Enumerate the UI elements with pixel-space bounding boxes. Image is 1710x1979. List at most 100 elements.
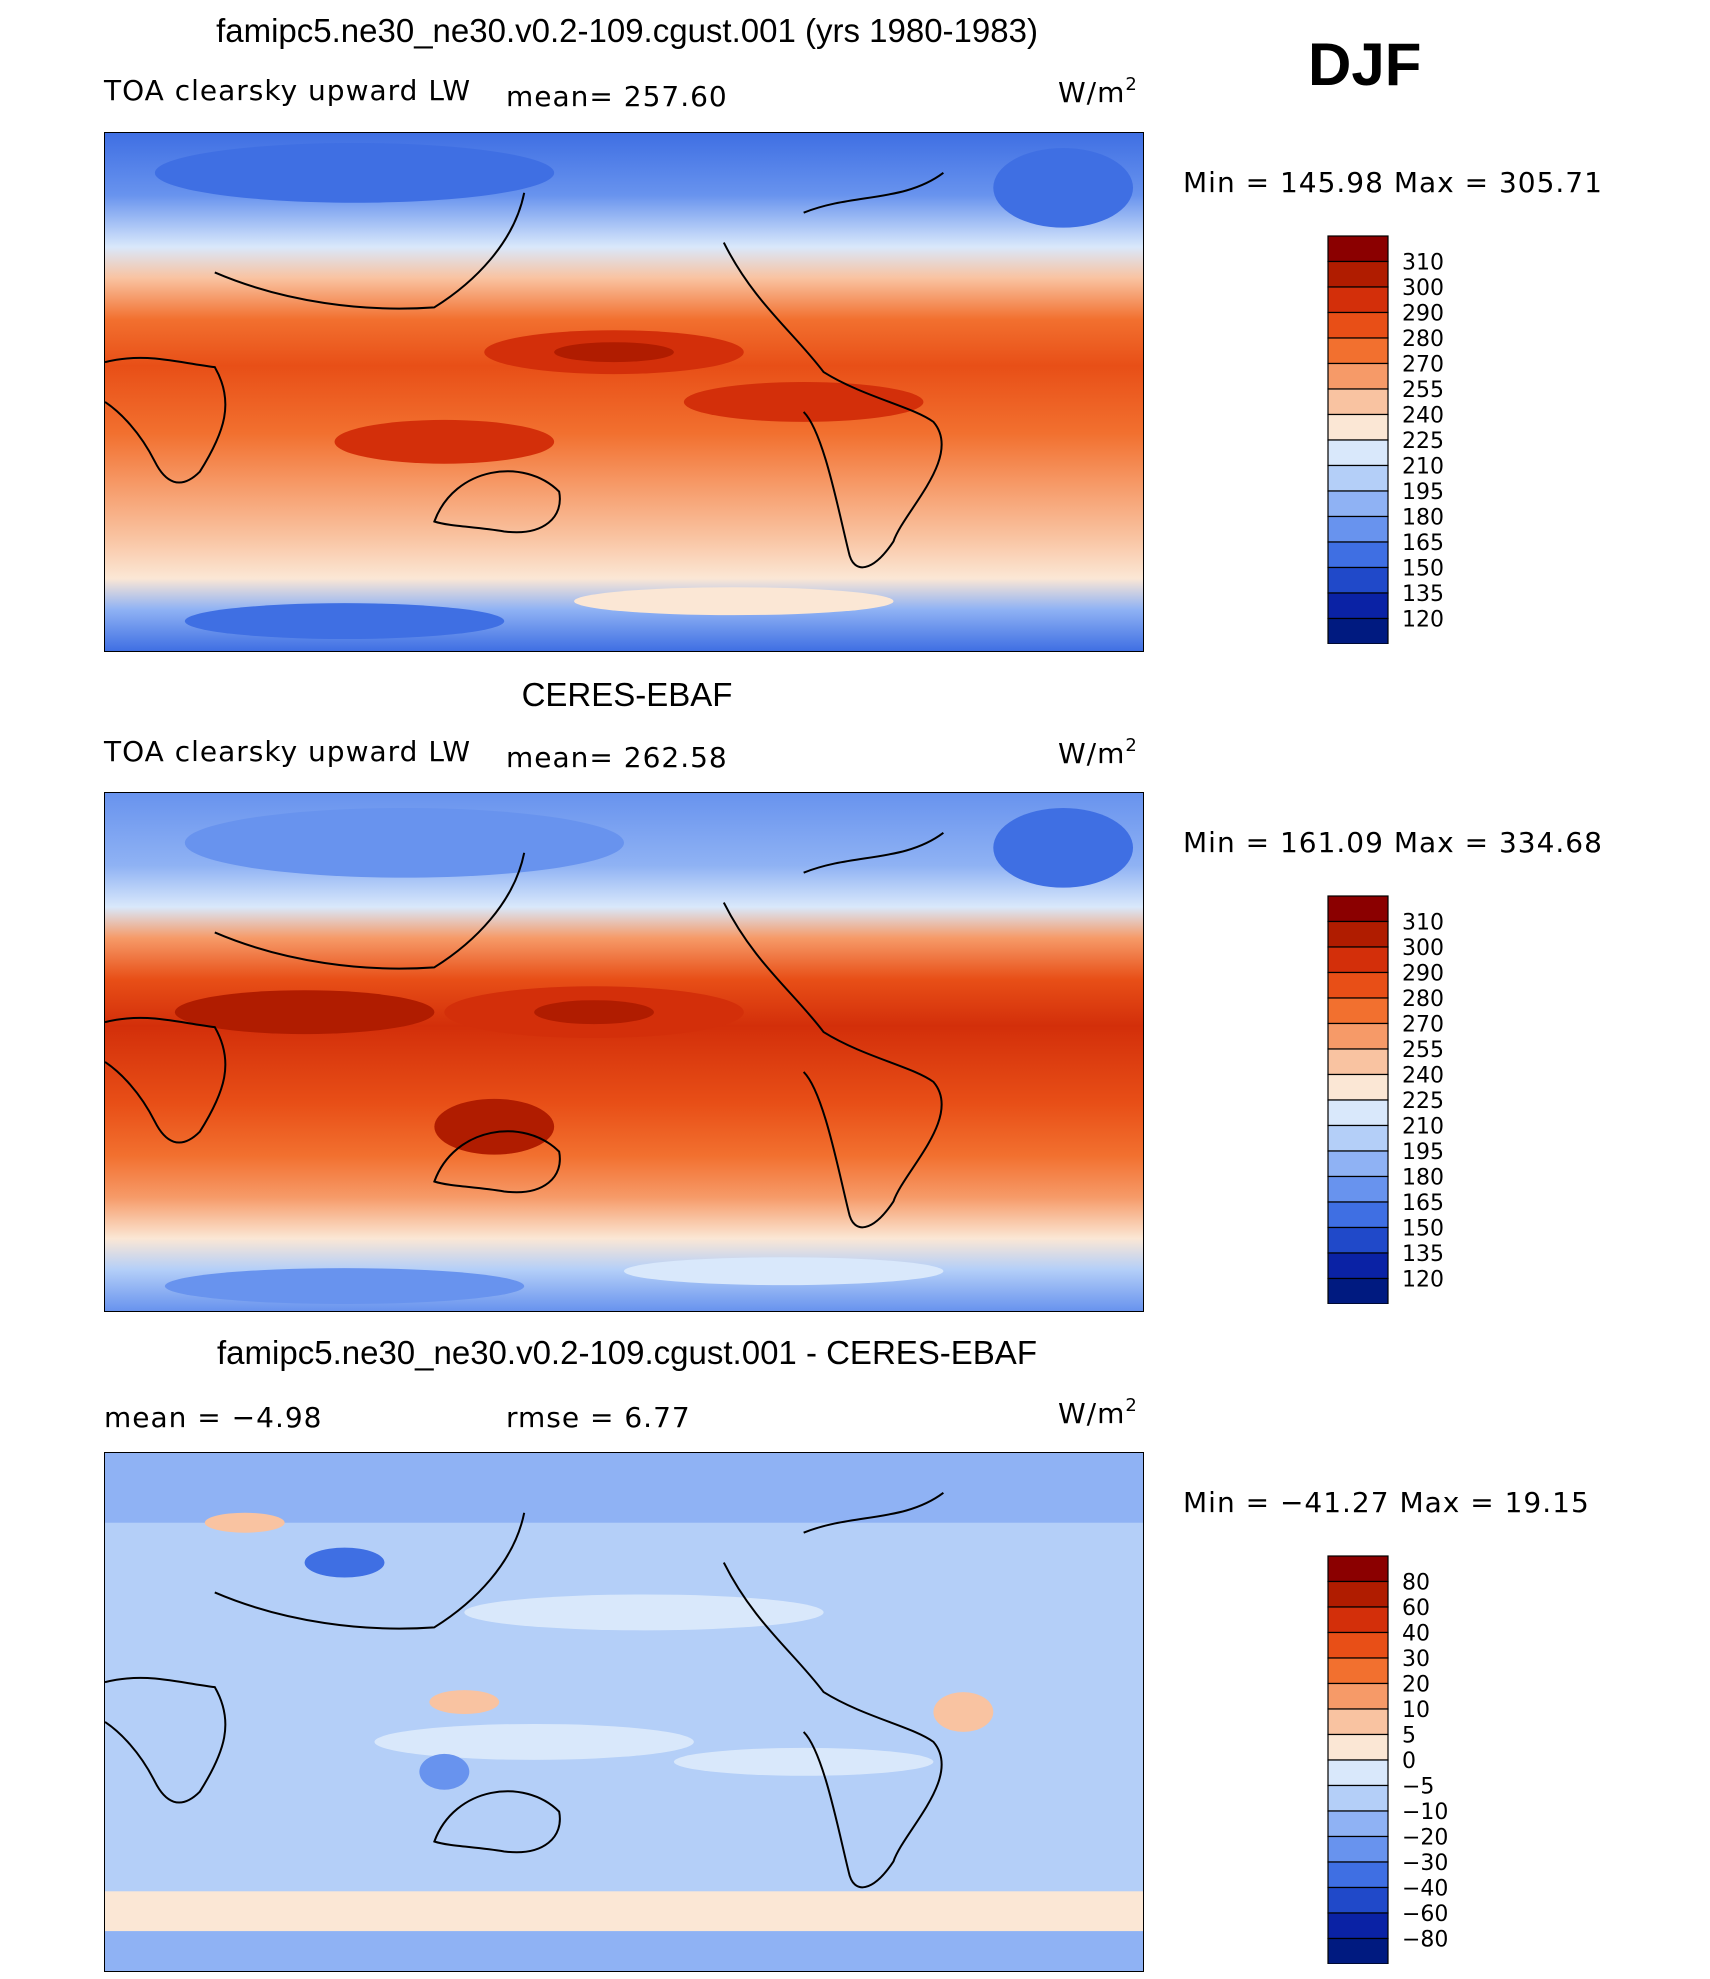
colorbar-tick-label: −60	[1402, 1902, 1448, 1927]
map-feature	[429, 1690, 500, 1714]
colorbar-tick-label: 195	[1402, 1140, 1444, 1165]
panel-obs-title: CERES-EBAF	[521, 676, 733, 713]
colorbar-swatch	[1327, 286, 1389, 314]
colorbar-tick-label: 280	[1402, 327, 1444, 352]
panel-model-units: W/m2	[1058, 74, 1138, 109]
colorbar-swatch	[1327, 439, 1389, 467]
panel-diff-map-svg	[105, 1453, 1143, 1971]
colorbar-tick-label: 300	[1402, 276, 1444, 301]
colorbar-swatch	[1327, 388, 1389, 416]
colorbar-swatch	[1327, 566, 1389, 594]
colorbar-tick-label: 240	[1402, 404, 1444, 429]
colorbar-tick-label: 40	[1402, 1622, 1430, 1647]
panel-model-colorbar: 310 300 290 280 270 255 240 225 210 195 180 165 150 1…	[1326, 234, 1556, 649]
coastlines	[105, 832, 944, 1229]
colorbar-swatch	[1327, 1708, 1389, 1736]
colorbar-tick-label: 195	[1402, 480, 1444, 505]
colorbar-swatch	[1327, 362, 1389, 390]
colorbar-swatch	[1327, 1937, 1389, 1965]
colorbar-tick-label: 80	[1402, 1571, 1430, 1596]
colorbar-tick-label: −20	[1402, 1826, 1448, 1851]
colorbar-swatch	[1327, 1810, 1389, 1838]
panel-diff-minmax: Min = −41.27 Max = 19.15	[1183, 1486, 1590, 1519]
colorbar-tick-label: 165	[1402, 1191, 1444, 1216]
colorbar-swatch	[1327, 490, 1389, 518]
colorbar-swatch	[1327, 260, 1389, 288]
colorbar-tick-label: 310	[1402, 911, 1444, 936]
colorbar-swatch	[1327, 1682, 1389, 1710]
panel-model-colorbar-svg: 3103002902802702552402252101951801651501…	[1327, 235, 1444, 645]
map-background	[105, 793, 1143, 1311]
map-feature	[419, 1753, 470, 1790]
colorbar-tick-label: 300	[1402, 936, 1444, 961]
colorbar-tick-label: 30	[1402, 1647, 1430, 1672]
colorbar-tick-label: 210	[1402, 455, 1444, 480]
map-feature	[574, 587, 894, 616]
map-feature	[174, 990, 435, 1035]
colorbar-tick-label: 150	[1402, 557, 1444, 582]
map-feature	[154, 142, 555, 203]
colorbar-swatch	[1327, 1150, 1389, 1178]
panel-obs-map	[104, 792, 1144, 1312]
colorbar-swatch	[1327, 1657, 1389, 1685]
panel-diff-map	[104, 1452, 1144, 1972]
colorbar-swatch	[1327, 1733, 1389, 1761]
map-feature	[105, 1453, 1143, 1523]
map-feature	[304, 1547, 385, 1578]
colorbar-tick-label: 60	[1402, 1596, 1430, 1621]
colorbar-swatch	[1327, 1175, 1389, 1203]
colorbar-tick-label: 10	[1402, 1698, 1430, 1723]
panel-model-map-svg	[105, 133, 1143, 651]
panel-model-map	[104, 132, 1144, 652]
colorbar-swatch	[1327, 1759, 1389, 1787]
panel-obs-colorbar-svg: 3103002902802702552402252101951801651501…	[1327, 895, 1444, 1305]
map-feature	[993, 807, 1134, 888]
panel-obs-minmax: Min = 161.09 Max = 334.68	[1183, 826, 1603, 859]
colorbar-tick-label: 120	[1402, 1268, 1444, 1293]
map-feature	[534, 1000, 654, 1025]
panel-obs-units: W/m2	[1058, 735, 1138, 770]
map-feature	[184, 807, 624, 878]
map-feature	[993, 147, 1134, 228]
colorbar-swatch	[1327, 1861, 1389, 1889]
colorbar-tick-label: 180	[1402, 506, 1444, 531]
map-feature	[334, 419, 555, 464]
colorbar-tick-label: 290	[1402, 962, 1444, 987]
colorbar-tick-label: 120	[1402, 608, 1444, 633]
colorbar-tick-label: 255	[1402, 378, 1444, 403]
colorbar-swatch	[1327, 1606, 1389, 1634]
colorbar-tick-label: 5	[1402, 1724, 1416, 1749]
colorbar-tick-label: 225	[1402, 429, 1444, 454]
colorbar-swatch	[1327, 1252, 1389, 1280]
colorbar-tick-label: 290	[1402, 302, 1444, 327]
colorbar-swatch	[1327, 1226, 1389, 1254]
map-feature	[204, 1512, 285, 1533]
coastlines	[105, 1492, 944, 1889]
map-feature	[434, 1098, 555, 1155]
panel-diff-mean-label: mean = −4.98	[104, 1401, 323, 1434]
panel-obs-variable-label: TOA clearsky upward LW	[104, 735, 472, 768]
colorbar-swatch	[1327, 311, 1389, 339]
colorbar-swatch	[1327, 1835, 1389, 1863]
colorbar-swatch	[1327, 946, 1389, 974]
panel-obs-mean-label: mean= 262.58	[506, 741, 728, 774]
colorbar-swatch	[1327, 1048, 1389, 1076]
colorbar-swatch	[1327, 1912, 1389, 1940]
colorbar-tick-label: 240	[1402, 1064, 1444, 1089]
colorbar-swatch	[1327, 235, 1389, 263]
season-label: DJF	[1308, 31, 1422, 98]
map-background	[105, 133, 1143, 651]
colorbar-swatch	[1327, 413, 1389, 441]
map-feature	[673, 1747, 934, 1776]
map-feature	[933, 1692, 994, 1732]
colorbar-swatch	[1327, 515, 1389, 543]
colorbar-swatch	[1327, 895, 1389, 923]
colorbar-swatch	[1327, 1631, 1389, 1659]
colorbar-swatch	[1327, 997, 1389, 1025]
colorbar-tick-label: 210	[1402, 1115, 1444, 1140]
colorbar-swatch	[1327, 1555, 1389, 1583]
colorbar-tick-label: −40	[1402, 1877, 1448, 1902]
colorbar-tick-label: 180	[1402, 1166, 1444, 1191]
map-feature	[374, 1723, 694, 1760]
colorbar-tick-label: 280	[1402, 987, 1444, 1012]
